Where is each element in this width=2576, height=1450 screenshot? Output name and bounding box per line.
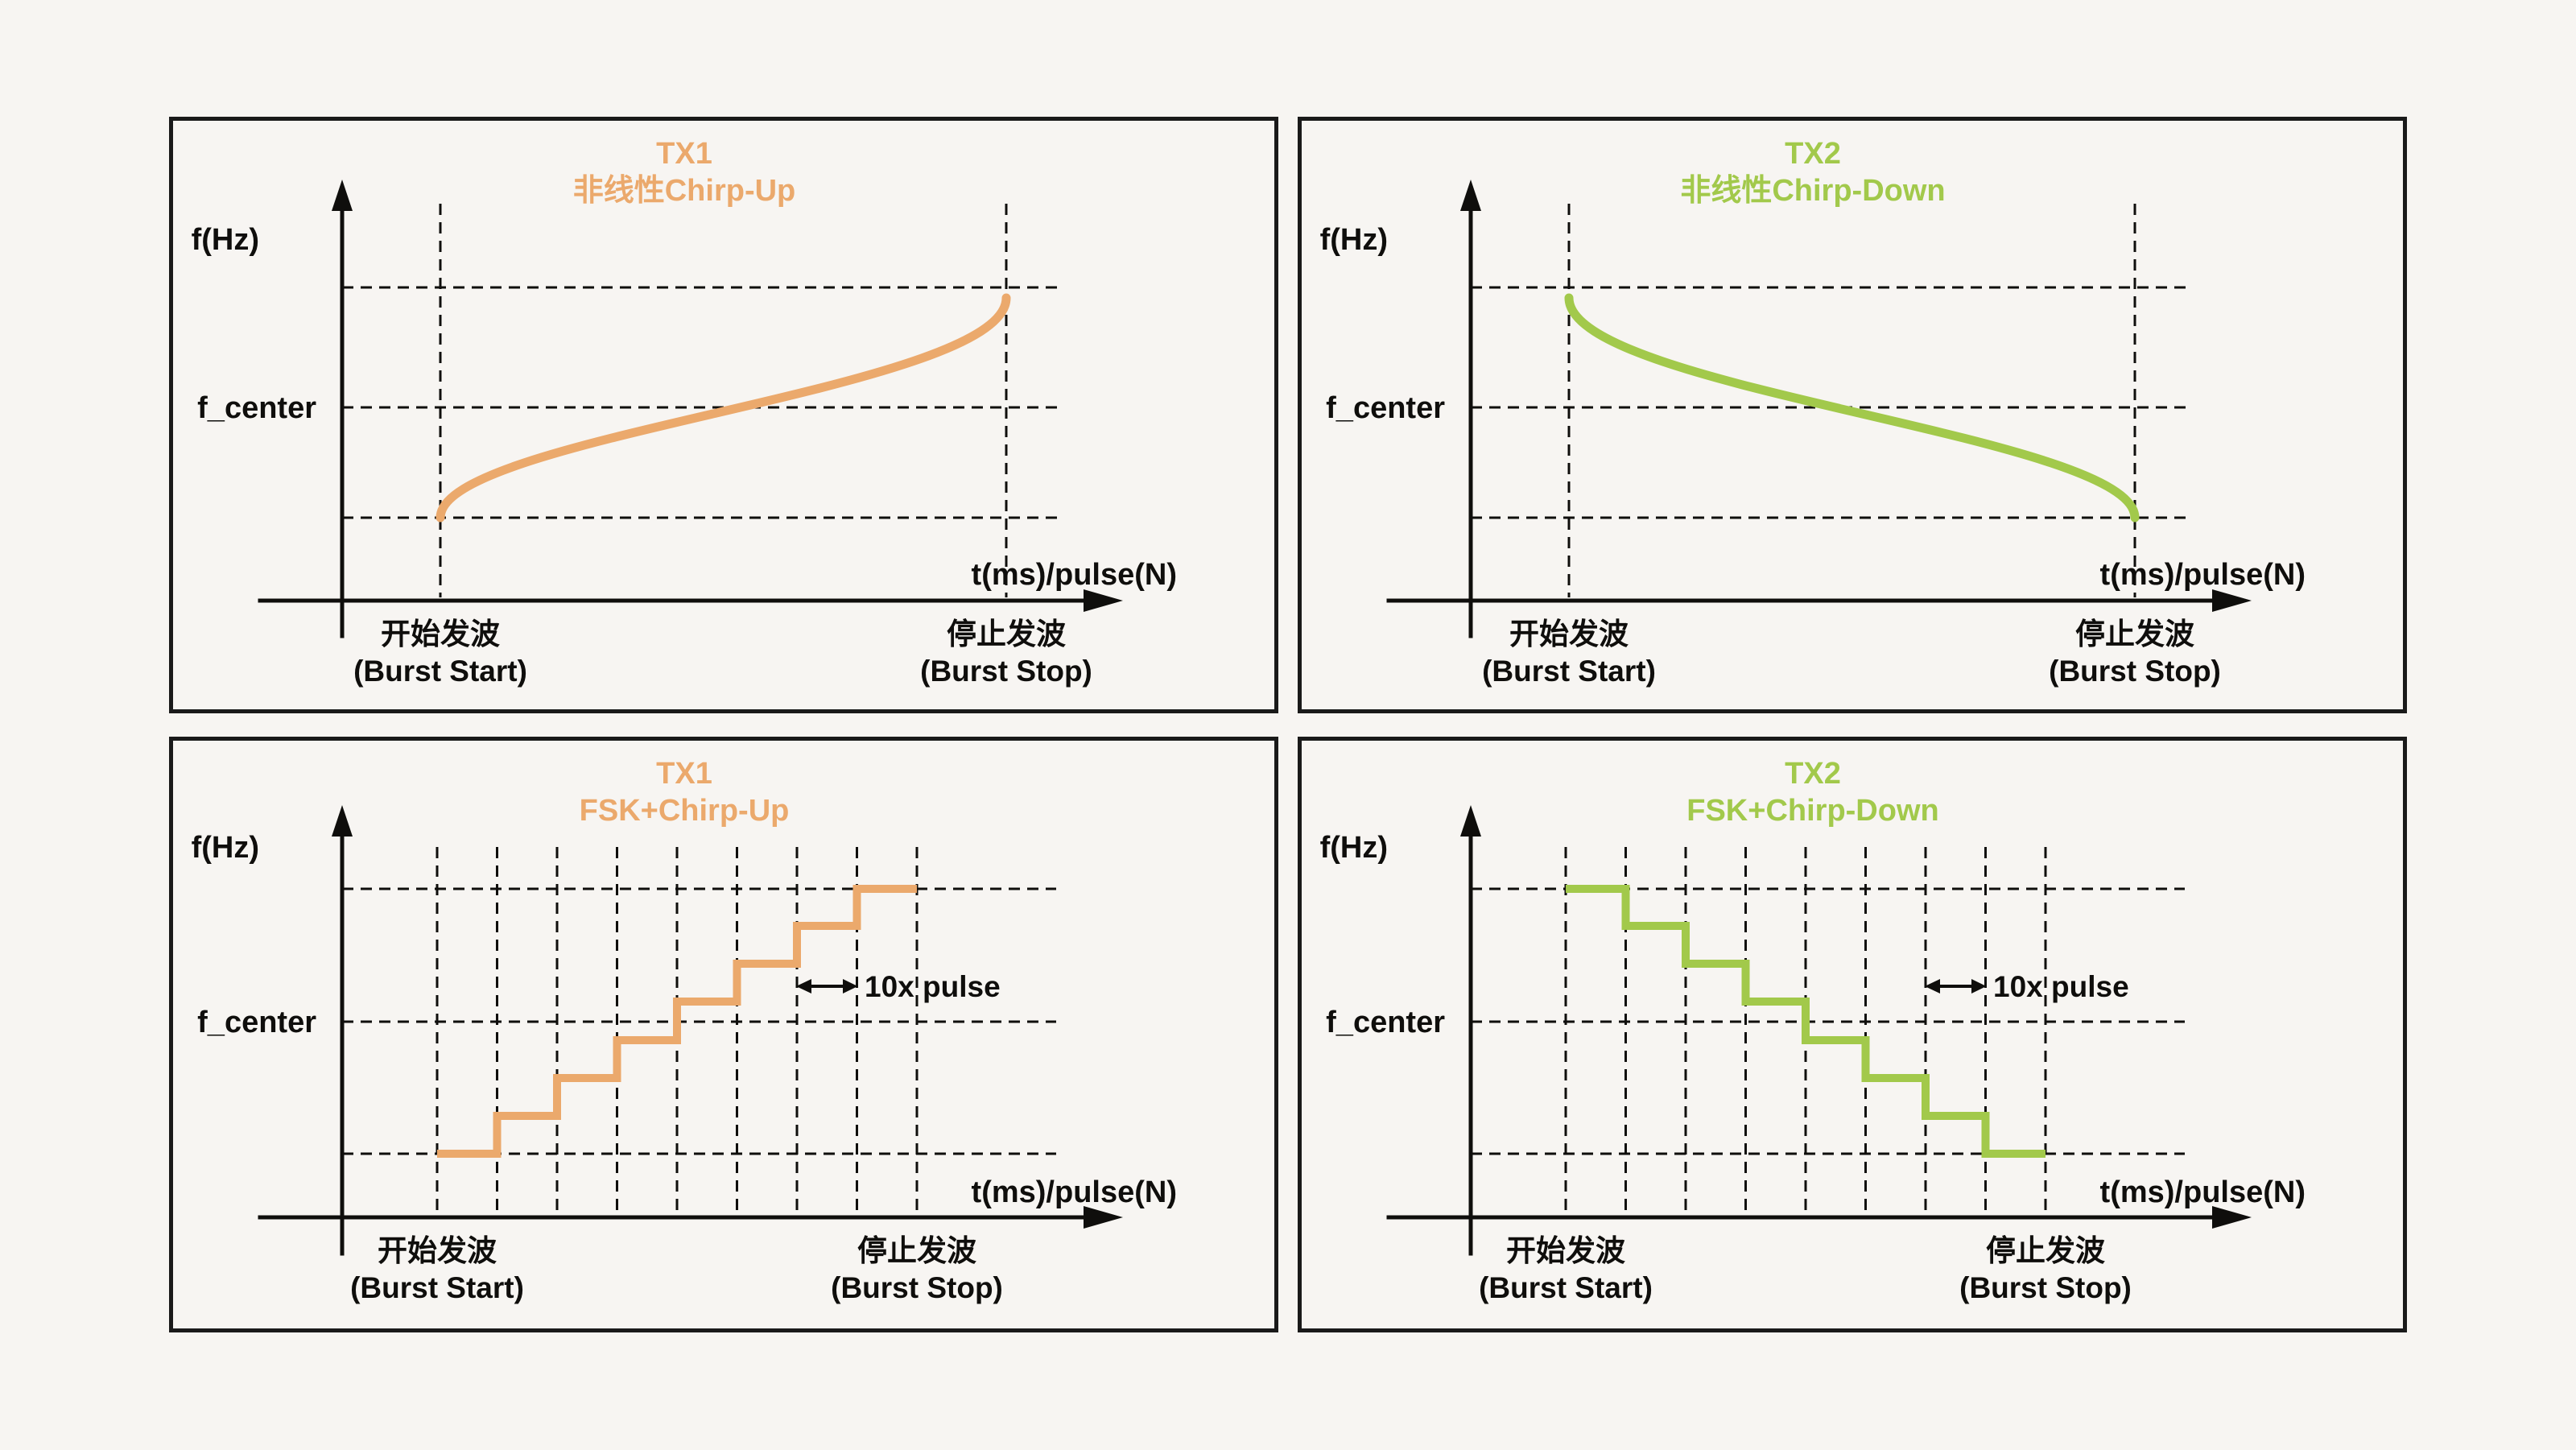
panel-title-tx: TX2 [1785,137,1841,171]
x-axis-label: t(ms)/pulse(N) [972,558,1177,592]
pulse-width-label: 10x pulse [1993,970,2129,1003]
burst-stop-label-zh: 停止发波 [947,618,1066,651]
f-center-label: f_center [1326,391,1445,425]
burst-start-label-en: (Burst Start) [353,655,527,688]
pulse-width-arrow-right-icon [1971,979,1987,994]
panel-title-waveform: FSK+Chirp-Down [1686,794,1938,828]
burst-stop-label-zh: 停止发波 [2075,618,2194,651]
y-axis-label: f(Hz) [192,831,259,865]
y-axis-label: f(Hz) [1320,223,1388,257]
y-axis-arrow-icon [1460,180,1481,211]
y-axis-label: f(Hz) [1320,831,1388,865]
chirp-up-curve [436,293,1011,523]
panel-title-tx: TX2 [1785,757,1841,791]
f-center-label: f_center [197,391,316,425]
burst-stop-label-en: (Burst Stop) [831,1271,1003,1304]
panel-title-waveform: FSK+Chirp-Up [580,794,790,828]
panel-border [1298,117,2407,713]
burst-start-label-zh: 开始发波 [1509,618,1629,651]
panel-tx1-nonlinear-chirp-up: TX1 非线性Chirp-Up f(Hz) f_center t(ms)/pul… [169,117,1278,713]
burst-stop-label-en: (Burst Stop) [920,655,1092,688]
panel-title-tx: TX1 [656,757,712,791]
burst-stop-label-zh: 停止发波 [1986,1234,2105,1267]
y-axis-arrow-icon [1460,805,1481,837]
x-axis-arrow-icon [2212,589,2252,612]
burst-start-label-zh: 开始发波 [378,1234,497,1267]
y-axis-arrow-icon [332,180,353,211]
x-axis-arrow-icon [1084,1206,1123,1229]
pulse-width-arrow-right-icon [843,979,858,994]
x-axis-arrow-icon [2212,1206,2252,1229]
f-center-label: f_center [197,1006,316,1039]
panel-title-waveform: 非线性Chirp-Up [573,174,796,208]
burst-start-label-en: (Burst Start) [350,1271,524,1304]
x-axis-label: t(ms)/pulse(N) [972,1175,1177,1209]
panel-title-waveform: 非线性Chirp-Down [1680,174,1945,208]
panel-border [1298,737,2407,1332]
panel-title-tx: TX1 [656,137,712,171]
panel-border [169,117,1278,713]
pulse-width-label: 10x pulse [865,970,1001,1003]
burst-start-label-zh: 开始发波 [1506,1234,1625,1267]
chirp-down-curve [1564,293,2140,523]
burst-start-label-zh: 开始发波 [381,618,500,651]
y-axis-arrow-icon [332,805,353,837]
x-axis-label: t(ms)/pulse(N) [2100,1175,2306,1209]
panel-border [169,737,1278,1332]
x-axis-label: t(ms)/pulse(N) [2100,558,2306,592]
fsk-chirp-up-staircase [437,885,917,1158]
panel-tx1-fsk-chirp-up: TX1 FSK+Chirp-Up f(Hz) f_center t(ms)/pu… [169,737,1278,1332]
f-center-label: f_center [1326,1006,1445,1039]
pulse-width-arrow-left-icon [1925,979,1940,994]
burst-stop-label-zh: 停止发波 [857,1234,976,1267]
panel-tx2-fsk-chirp-down: TX2 FSK+Chirp-Down f(Hz) f_center t(ms)/… [1298,737,2407,1332]
fsk-chirp-down-staircase [1566,885,2046,1158]
burst-stop-label-en: (Burst Stop) [2049,655,2221,688]
pulse-width-arrow-left-icon [796,979,811,994]
panel-tx2-nonlinear-chirp-down: TX2 非线性Chirp-Down f(Hz) f_center t(ms)/p… [1298,117,2407,713]
burst-start-label-en: (Burst Start) [1479,1271,1653,1304]
x-axis-arrow-icon [1084,589,1123,612]
burst-stop-label-en: (Burst Stop) [1959,1271,2132,1304]
y-axis-label: f(Hz) [192,223,259,257]
burst-start-label-en: (Burst Start) [1482,655,1656,688]
